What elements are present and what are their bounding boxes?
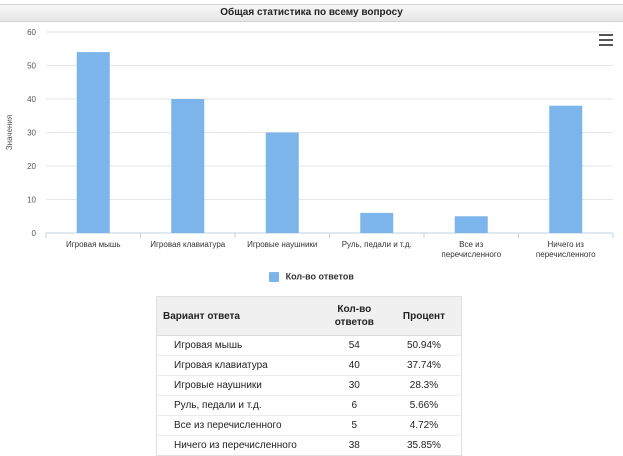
y-tick-label: 10 [27,196,36,205]
table-header-percent: Процент [386,296,462,336]
table-header-count-text: Кол-во ответов [334,304,374,328]
legend-label: Кол-во ответов [285,271,354,282]
table-row: Игровая клавиатура 40 37.74% [156,355,462,376]
table-cell-name: Ничего из перечисленного [174,440,297,451]
y-tick-label: 50 [27,62,36,71]
table-cell-count: 38 [348,440,360,451]
table-row: Ничего из перечисленного 38 35.85% [157,436,462,456]
bar [360,212,394,233]
table-cell-count: 40 [321,355,387,376]
x-tick-label-line: Игровая мышь [66,240,121,249]
table-cell-percent: 5.66% [386,395,462,416]
table-row: Все из перечисленного 5 4.72% [156,415,462,436]
x-tick-label: Руль, педали и т.д. [342,240,412,249]
bar [265,132,299,233]
table-cell-percent: 4.72% [386,415,462,436]
table-cell-percent: 35.85% [406,440,441,451]
x-tick-label: Ничего из перечисленного [536,240,596,259]
chart-header-title: Общая статистика по всему вопросу [220,7,403,18]
table-header-row: Вариант ответа Кол-во ответов Процент [156,296,462,336]
chart-header: Общая статистика по всему вопросу [0,4,623,22]
table-row: Руль, педали и т.д. 6 5.66% [156,395,462,416]
y-tick-label: 60 [27,28,36,37]
x-tick-label-line: Все из [459,240,483,249]
table-cell-count: 5 [321,415,387,436]
x-tick-label: Игровая клавиатура [150,240,226,249]
chart-legend[interactable]: Кол-во ответов [0,271,623,282]
x-tick-label: Игровые наушники [247,240,317,249]
x-tick-label-line: перечисленного [536,250,596,259]
x-tick-label-line: перечисленного [441,250,501,259]
table-row: Игровые наушники 30 28.3% [156,375,462,396]
stats-table: Вариант ответа Кол-во ответов Процент Иг… [156,296,462,456]
table-header-name: Вариант ответа [156,296,322,336]
x-tick-label: Игровая мышь [66,240,121,249]
bar [454,216,488,233]
x-tick-label-line: Ничего из [548,240,585,249]
table-cell-name: Игровая мышь [156,335,322,356]
table-cell-name: Игровая клавиатура [156,355,322,376]
table-cell-count: 54 [321,335,387,356]
table-cell-percent: 37.74% [386,355,462,376]
y-tick-label: 0 [32,229,37,238]
legend-swatch [269,271,280,282]
x-tick-label-line: Игровые наушники [247,240,317,249]
x-tick-label-line: Игровая клавиатура [150,240,226,249]
table-cell-percent: 50.94% [386,335,462,356]
table-cell-count: 6 [321,395,387,416]
table-header-count: Кол-во ответов [321,296,387,336]
table-cell-name: Все из перечисленного [156,415,322,436]
x-tick-label: Все из перечисленного [441,240,501,259]
y-tick-label: 40 [27,95,36,104]
table-cell-name: Игровые наушники [156,375,322,396]
table-cell-percent: 28.3% [386,375,462,396]
y-tick-label: 20 [27,162,36,171]
chart-menu-icon[interactable] [599,34,613,46]
table-row: Игровая мышь 54 50.94% [156,335,462,356]
x-tick-label-line: Руль, педали и т.д. [342,240,412,249]
table-cell-count: 30 [321,375,387,396]
bar [76,52,110,233]
table-cell-name: Руль, педали и т.д. [156,395,322,416]
y-axis-title: Значения [5,115,14,150]
y-tick-label: 30 [27,129,36,138]
bar [549,105,583,233]
bar [171,99,205,233]
bar-chart: 0 10 20 30 40 50 60 Значения Игровая мышь Игровая… [5,28,614,259]
